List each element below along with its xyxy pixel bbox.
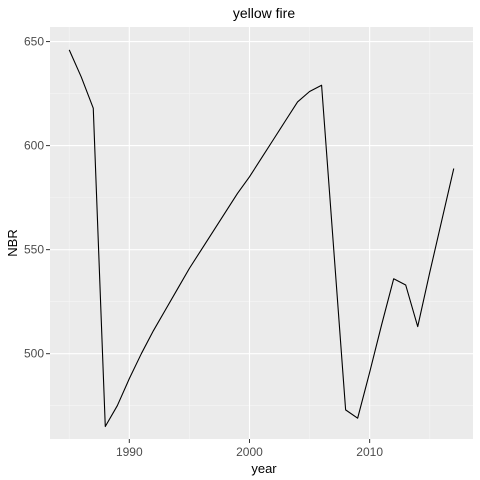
x-tick-label: 1990 [116,445,143,459]
y-axis-title: NBR [5,229,20,256]
y-tick-label: 650 [24,35,44,49]
series-line [68,49,455,428]
x-tick-label: 2000 [236,445,263,459]
y-tick-label: 550 [24,243,44,257]
y-axis-ticks: 500 550 600 650 [24,35,50,361]
plot-panel [50,27,473,439]
y-tick-label: 600 [24,139,44,153]
minor-gridlines [50,27,473,439]
y-tick-label: 500 [24,347,44,361]
x-tick-label: 2010 [356,445,383,459]
x-axis-ticks: 1990 2000 2010 [116,439,383,459]
chart-title: yellow fire [233,5,295,21]
series-layer [68,49,455,428]
x-axis-title: year [251,461,277,476]
